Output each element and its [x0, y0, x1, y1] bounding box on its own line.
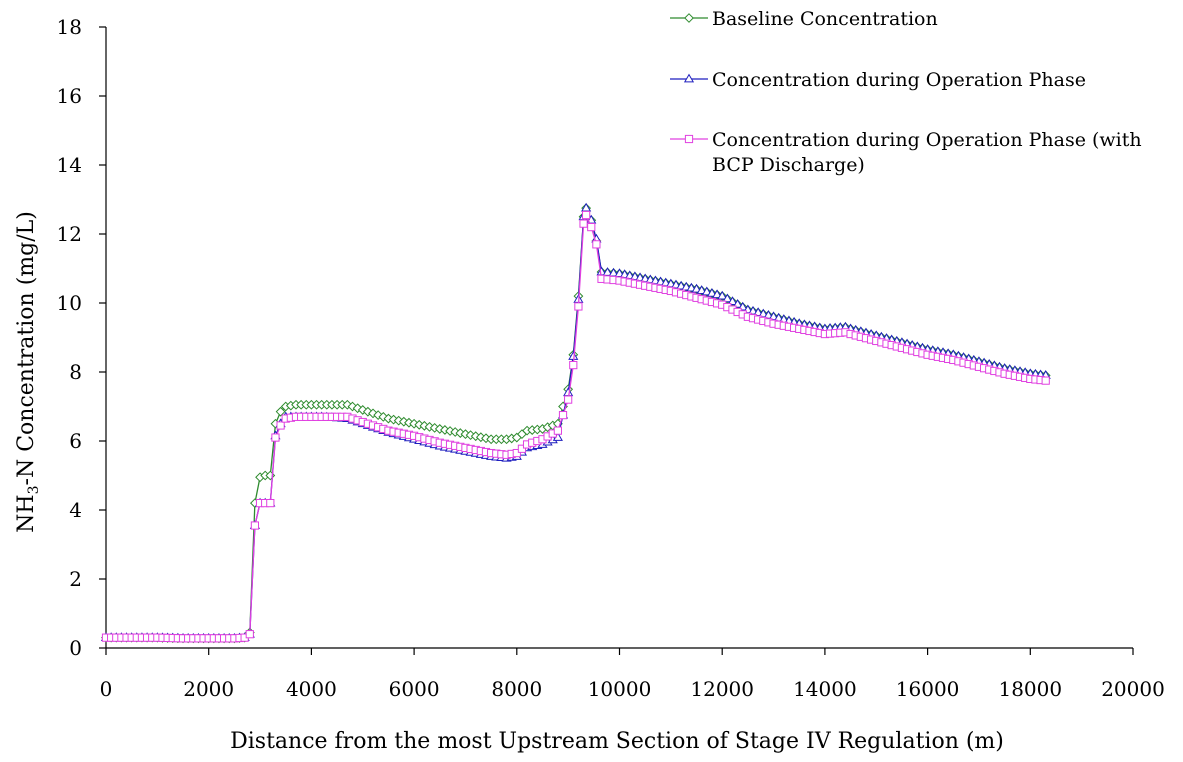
x-tick-label: 6000 — [389, 677, 440, 701]
series-line — [106, 213, 1046, 639]
triangle-marker — [683, 73, 695, 83]
series-layer — [100, 202, 1051, 644]
y-tick-label: 10 — [57, 291, 82, 315]
y-axis-title-rest: -N Concentration (mg/L) — [14, 211, 39, 485]
x-tick-label: 14000 — [793, 677, 857, 701]
series-2 — [100, 202, 1051, 642]
y-tick-label: 12 — [57, 222, 82, 246]
square-marker — [582, 210, 591, 220]
y-axis-title-main: NH — [14, 494, 39, 532]
legend-label: Concentration during Operation Phase (wi… — [712, 129, 1142, 151]
square-marker — [250, 521, 260, 530]
square-marker — [564, 395, 573, 404]
series-1 — [101, 203, 1051, 644]
triangle-marker — [717, 290, 728, 300]
y-tick-label: 4 — [69, 498, 82, 522]
x-tick-label: 10000 — [588, 677, 652, 701]
x-tick-label: 4000 — [286, 677, 337, 701]
y-tick-label: 0 — [69, 636, 82, 660]
square-marker — [587, 223, 596, 232]
square-marker — [558, 411, 568, 420]
y-tick-label: 16 — [57, 84, 82, 108]
triangle-marker — [732, 298, 743, 308]
square-marker — [512, 448, 521, 458]
y-tick-label: 14 — [57, 153, 82, 177]
series-line — [106, 206, 1046, 639]
square-marker — [276, 421, 285, 430]
square-marker — [271, 433, 280, 442]
square-marker — [574, 302, 583, 311]
square-marker — [569, 361, 578, 370]
square-marker — [684, 134, 694, 144]
legend-label: Concentration during Operation Phase — [712, 69, 1086, 91]
y-tick-label: 6 — [69, 429, 82, 453]
y-axis-title-subscript: 3 — [26, 485, 42, 494]
square-marker — [592, 240, 601, 249]
x-tick-label: 2000 — [183, 677, 234, 701]
square-marker — [553, 426, 562, 435]
legend-item-3: Concentration during Operation Phase (wi… — [670, 129, 1142, 176]
series-3 — [101, 210, 1050, 643]
series-line — [106, 206, 1046, 639]
triangle-marker — [691, 283, 702, 293]
triangle-marker — [727, 296, 738, 305]
triangle-marker — [711, 289, 723, 299]
y-tick-label: 18 — [57, 15, 82, 39]
legend-label: BCP Discharge) — [712, 154, 865, 176]
triangle-marker — [706, 287, 717, 297]
triangle-marker — [701, 286, 712, 296]
x-tick-label: 0 — [100, 677, 113, 701]
y-tick-label: 2 — [69, 567, 82, 591]
diamond-marker — [275, 406, 286, 417]
legend-item-2: Concentration during Operation Phase — [670, 69, 1086, 91]
x-tick-label: 18000 — [998, 677, 1062, 701]
diamond-marker — [684, 13, 694, 23]
y-tick-label: 8 — [69, 360, 82, 384]
legend-label: Baseline Concentration — [712, 8, 938, 30]
axes: 0 2 4 6 8 10 12 14 16 18 0 2000 4000 6000 8000 10000 120… — [57, 15, 1165, 701]
triangle-marker — [722, 293, 733, 303]
x-tick-label: 16000 — [896, 677, 960, 701]
square-marker — [1041, 376, 1050, 385]
legend-item-1: Baseline Concentration — [670, 8, 938, 30]
square-marker — [579, 219, 588, 228]
square-marker — [517, 444, 527, 453]
y-axis-title: NH3-N Concentration (mg/L) — [14, 211, 42, 533]
legend: Baseline Concentration Concentration duri… — [670, 8, 1142, 176]
x-tick-label: 12000 — [690, 677, 754, 701]
x-tick-label: 20000 — [1101, 677, 1165, 701]
triangle-marker — [696, 285, 707, 294]
square-marker — [266, 499, 275, 508]
x-axis-title: Distance from the most Upstream Section … — [230, 729, 1004, 754]
x-tick-label: 8000 — [491, 677, 542, 701]
square-marker — [245, 630, 254, 639]
